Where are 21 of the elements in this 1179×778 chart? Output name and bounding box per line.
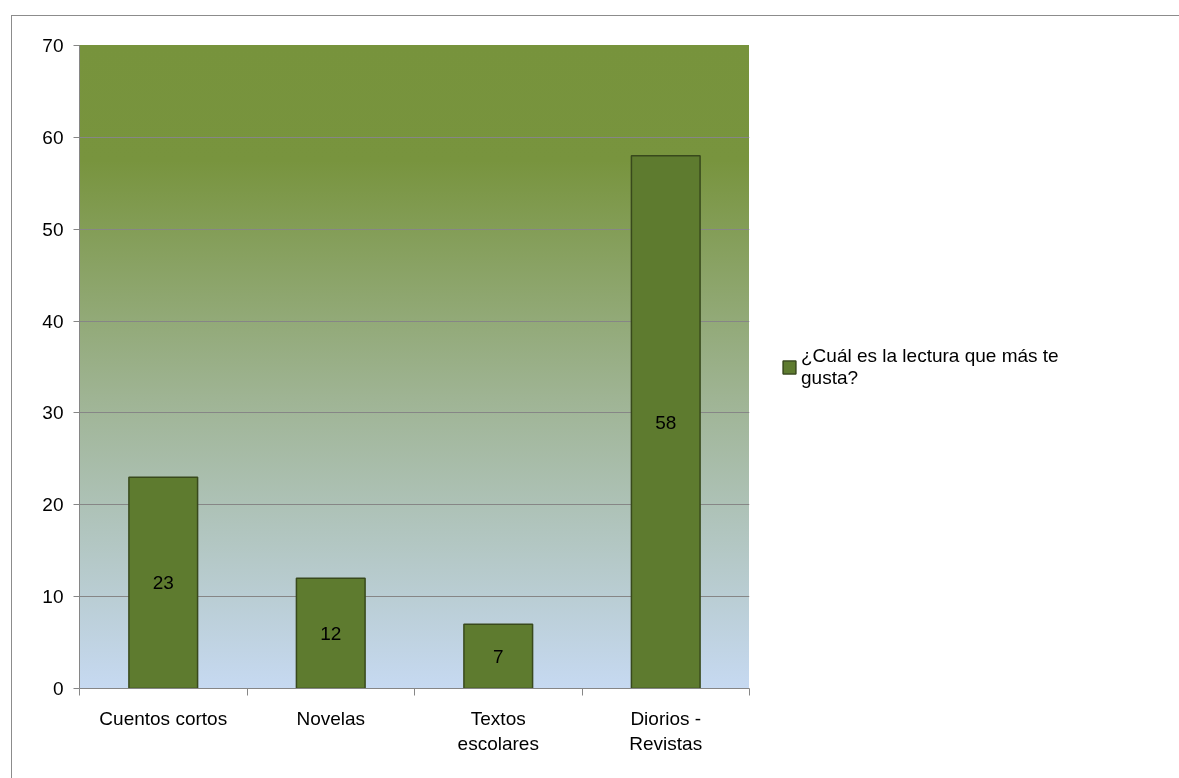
data-label: 12 [320, 622, 342, 644]
y-tick-label: 30 [42, 402, 64, 424]
bar [128, 476, 199, 689]
x-tick-label: Cuentos cortos [99, 707, 228, 729]
y-tick-label: 0 [52, 678, 64, 699]
data-label: 7 [492, 645, 504, 667]
data-label: 23 [152, 572, 174, 594]
legend-label: ¿Cuál es la lectura que más te gusta? [801, 344, 1059, 389]
bar [630, 154, 701, 689]
y-tick-label: 20 [42, 494, 64, 516]
data-label: 58 [655, 411, 677, 433]
bar [463, 623, 534, 689]
bar [295, 577, 366, 689]
x-tick-label: Novelas [296, 707, 366, 729]
y-tick-label: 50 [42, 218, 64, 240]
y-tick-label: 70 [42, 35, 64, 56]
y-tick-label: 10 [42, 586, 64, 608]
x-tick-label: Diorios - Revistas [629, 707, 703, 754]
y-tick-label: 60 [42, 126, 64, 148]
x-tick-label: Textos escolares [457, 707, 539, 754]
y-tick-label: 40 [42, 310, 64, 332]
